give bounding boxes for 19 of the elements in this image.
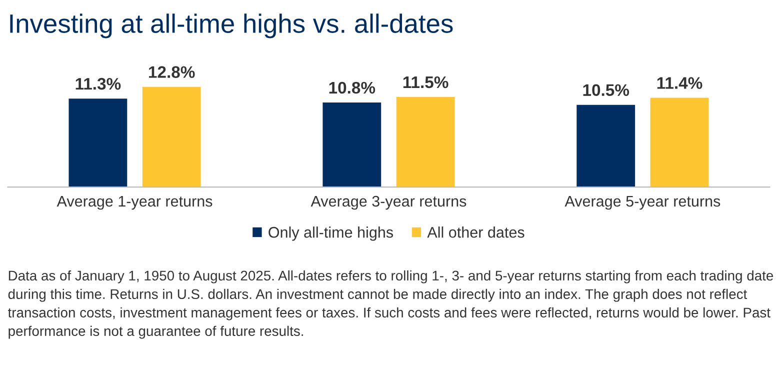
data-label: 10.5%: [583, 84, 630, 96]
data-label: 10.8%: [329, 82, 376, 94]
legend-label: All other dates: [427, 226, 524, 238]
x-tick-label: Average 5-year returns: [564, 196, 720, 210]
x-tick-label: Average 1-year returns: [56, 196, 212, 210]
bar: [396, 97, 455, 188]
chart-title: Investing at all-time highs vs. all-dates: [10, 14, 453, 38]
legend-label: Only all-time highs: [268, 226, 394, 241]
data-label: 12.8%: [149, 66, 195, 78]
bar: [576, 104, 636, 188]
bar: [142, 86, 201, 188]
bar: [650, 98, 709, 188]
x-tick-label: Average 3-year returns: [310, 196, 466, 210]
bar: [322, 102, 382, 188]
text: Data as of January 1, 1950 to August 2025. All-dates refers to rolling 1-, 3- and 5-year returns starting from each trading date during this time. Returns in U.S. dollars. An investment cannot be made directly into an index. The graph does not reflect transaction costs, investment management fees or taxes. If such costs and fees were reflected, returns would be lower. Past performance is not a guarantee of future results.: [8, 270, 774, 339]
data-label: 11.3%: [76, 78, 121, 90]
data-label: 11.5%: [403, 76, 448, 88]
data-label: 11.4%: [657, 77, 702, 89]
bar: [68, 98, 128, 188]
